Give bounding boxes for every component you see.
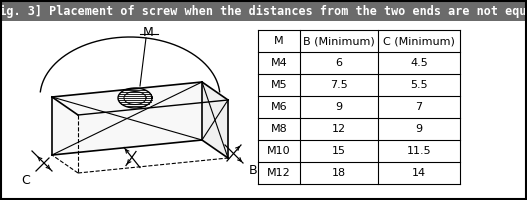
Polygon shape	[202, 82, 228, 158]
Text: B (Minimum): B (Minimum)	[303, 36, 375, 46]
Text: 18: 18	[332, 168, 346, 178]
Text: M: M	[274, 36, 284, 46]
Text: 9: 9	[336, 102, 343, 112]
Polygon shape	[52, 82, 228, 115]
Text: M: M	[143, 25, 153, 38]
Text: M8: M8	[271, 124, 287, 134]
Text: M12: M12	[267, 168, 291, 178]
Bar	[1, 1, 526, 21]
Text: M5: M5	[271, 80, 287, 90]
Text: B: B	[249, 164, 257, 178]
Polygon shape	[52, 82, 202, 155]
Text: 15: 15	[332, 146, 346, 156]
Bar	[258, 30, 460, 184]
Text: 4.5: 4.5	[410, 58, 428, 68]
Text: C: C	[22, 174, 31, 188]
Text: 9: 9	[415, 124, 423, 134]
Text: 6: 6	[336, 58, 343, 68]
Text: 5.5: 5.5	[410, 80, 428, 90]
Text: M6: M6	[271, 102, 287, 112]
Text: M4: M4	[271, 58, 287, 68]
Text: 12: 12	[332, 124, 346, 134]
Text: [Fig. 3] Placement of screw when the distances from the two ends are not equal: [Fig. 3] Placement of screw when the dis…	[0, 4, 527, 18]
Text: M10: M10	[267, 146, 291, 156]
Text: 14: 14	[412, 168, 426, 178]
Text: 7: 7	[415, 102, 423, 112]
Text: 11.5: 11.5	[407, 146, 431, 156]
Text: C (Minimum): C (Minimum)	[383, 36, 455, 46]
Text: 7.5: 7.5	[330, 80, 348, 90]
